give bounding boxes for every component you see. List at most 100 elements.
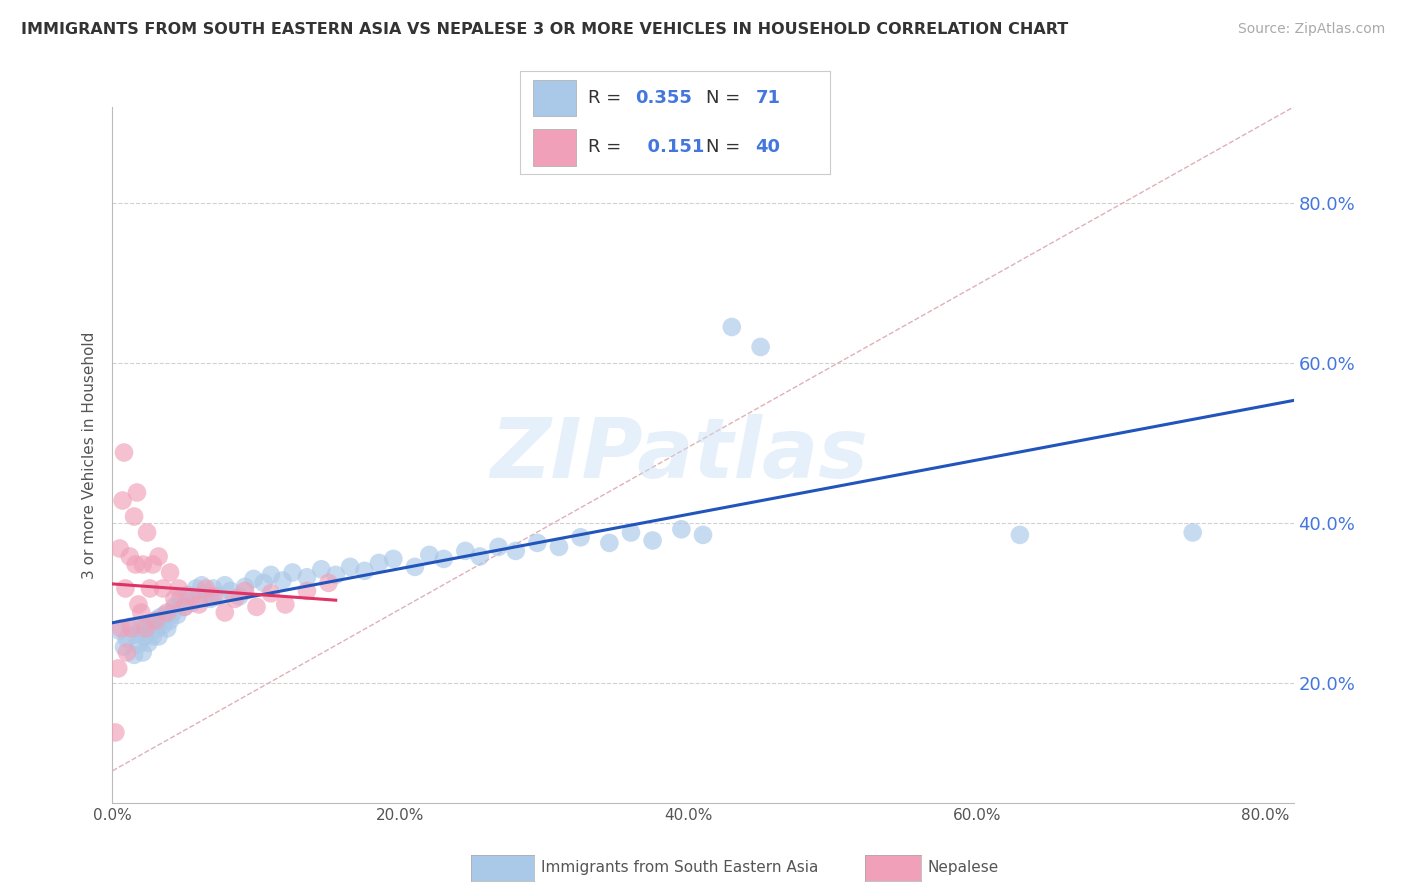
Point [195, 586, 218, 600]
Point [318, 575, 340, 590]
Point [187, 590, 209, 604]
Point [152, 618, 174, 632]
Point [749, 340, 772, 354]
Point [124, 558, 146, 572]
Point [382, 552, 405, 566]
Point [146, 622, 169, 636]
Point [219, 583, 242, 598]
Point [191, 578, 214, 592]
Point [295, 570, 318, 584]
Point [173, 599, 195, 614]
Point [195, 582, 218, 596]
Point [111, 493, 134, 508]
Point [620, 525, 643, 540]
FancyBboxPatch shape [533, 128, 576, 166]
Text: ZIPatlas: ZIPatlas [491, 415, 869, 495]
Point [138, 636, 160, 650]
Text: R =: R = [588, 138, 627, 156]
Point [149, 610, 172, 624]
Point [122, 509, 145, 524]
Point [110, 622, 132, 636]
Point [127, 598, 149, 612]
Point [233, 583, 256, 598]
Point [115, 632, 138, 646]
Point [139, 582, 162, 596]
Point [167, 582, 190, 596]
Point [132, 558, 155, 572]
Point [353, 564, 375, 578]
Point [569, 530, 592, 544]
Point [166, 607, 188, 622]
FancyBboxPatch shape [533, 79, 576, 117]
Point [214, 578, 236, 592]
Point [156, 606, 179, 620]
Point [207, 590, 229, 604]
Text: 40: 40 [755, 138, 780, 156]
Point [159, 614, 181, 628]
Point [132, 645, 155, 659]
Point [148, 549, 170, 564]
Text: Nepalese: Nepalese [928, 861, 1000, 875]
Point [135, 618, 157, 632]
Point [468, 549, 491, 564]
Point [202, 590, 225, 604]
Point [163, 599, 186, 614]
Point [156, 622, 179, 636]
Point [173, 599, 195, 614]
Point [720, 320, 742, 334]
Point [200, 591, 222, 606]
Point [433, 552, 456, 566]
Point [692, 528, 714, 542]
Point [176, 588, 198, 602]
Point [311, 562, 333, 576]
Point [118, 549, 141, 564]
Point [108, 541, 131, 556]
Point [281, 566, 304, 580]
Point [118, 620, 141, 634]
Point [274, 598, 297, 612]
Point [112, 640, 135, 654]
Point [1181, 525, 1204, 540]
Point [1008, 528, 1031, 542]
Point [108, 624, 131, 638]
Point [202, 582, 225, 596]
Point [124, 628, 146, 642]
Point [548, 540, 571, 554]
Point [526, 536, 548, 550]
Point [136, 525, 159, 540]
Point [159, 566, 181, 580]
Point [368, 556, 391, 570]
Point [260, 586, 283, 600]
Point [162, 606, 184, 620]
Point [120, 622, 142, 636]
Point [145, 614, 167, 628]
Point [135, 622, 157, 636]
Text: Immigrants from South Eastern Asia: Immigrants from South Eastern Asia [541, 861, 818, 875]
Point [134, 630, 156, 644]
Point [142, 558, 165, 572]
Point [129, 606, 152, 620]
Point [418, 548, 440, 562]
Point [112, 445, 135, 459]
Point [180, 596, 202, 610]
Point [125, 485, 148, 500]
Point [641, 533, 664, 548]
Point [184, 582, 207, 596]
Text: N =: N = [706, 138, 745, 156]
Point [598, 536, 620, 550]
Point [214, 606, 236, 620]
Text: 0.151: 0.151 [634, 138, 704, 156]
Point [454, 544, 477, 558]
Text: 0.355: 0.355 [634, 89, 692, 107]
Point [505, 544, 527, 558]
Point [325, 567, 347, 582]
Point [224, 591, 246, 606]
Point [245, 599, 267, 614]
Point [339, 560, 361, 574]
Point [148, 630, 170, 644]
Text: R =: R = [588, 89, 627, 107]
Point [104, 725, 127, 739]
Point [271, 574, 294, 588]
Point [127, 637, 149, 651]
Point [488, 540, 510, 554]
